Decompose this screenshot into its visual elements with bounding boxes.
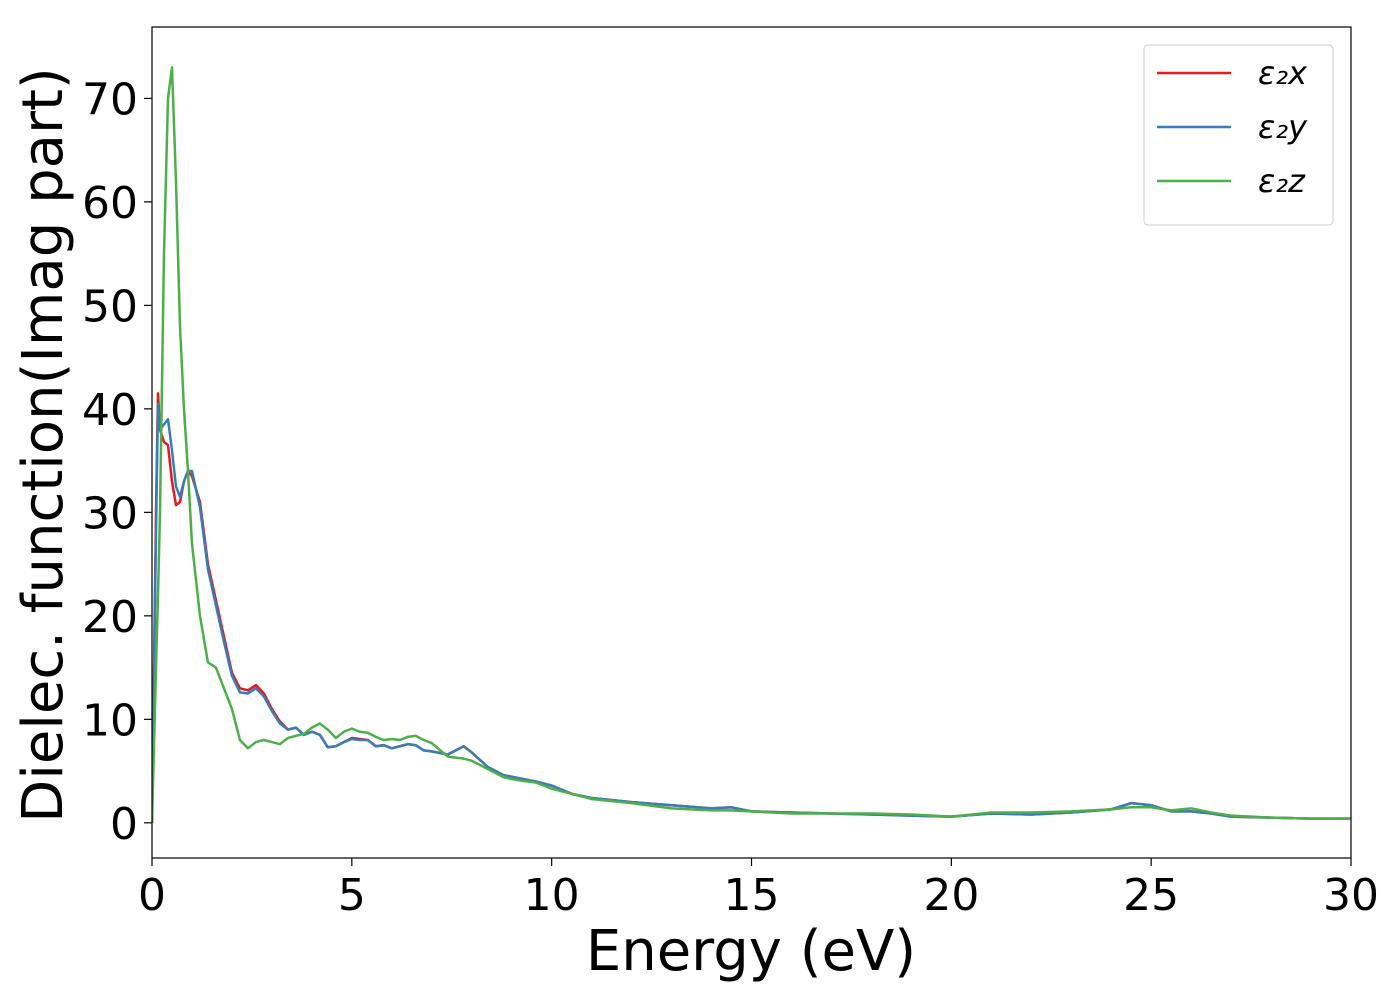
x-tick-label: 25 bbox=[1123, 870, 1179, 921]
series-line bbox=[152, 392, 1351, 823]
series-line bbox=[152, 402, 1351, 823]
y-tick-label: 10 bbox=[82, 695, 138, 746]
legend-label: ε₂x bbox=[1258, 54, 1308, 92]
series-line bbox=[152, 66, 1351, 823]
y-tick-label: 70 bbox=[82, 74, 138, 125]
y-tick-label: 20 bbox=[82, 592, 138, 643]
x-tick-label: 5 bbox=[338, 870, 366, 921]
y-axis-label: Dielec. function(Imag part) bbox=[11, 67, 76, 823]
legend-label: ε₂y bbox=[1258, 108, 1308, 146]
x-tick-label: 0 bbox=[138, 870, 166, 921]
x-axis-label: Energy (eV) bbox=[586, 919, 916, 984]
x-tick-label: 30 bbox=[1323, 870, 1379, 921]
y-tick-label: 50 bbox=[82, 281, 138, 332]
x-tick-label: 10 bbox=[524, 870, 580, 921]
plot-frame bbox=[151, 26, 1352, 859]
y-tick-label: 40 bbox=[82, 385, 138, 436]
x-tick-label: 15 bbox=[724, 870, 780, 921]
y-tick-label: 60 bbox=[82, 178, 138, 229]
x-tick-label: 20 bbox=[923, 870, 979, 921]
legend-label: ε₂z bbox=[1258, 162, 1306, 200]
y-tick-label: 30 bbox=[82, 488, 138, 539]
y-tick-label: 0 bbox=[110, 799, 138, 850]
